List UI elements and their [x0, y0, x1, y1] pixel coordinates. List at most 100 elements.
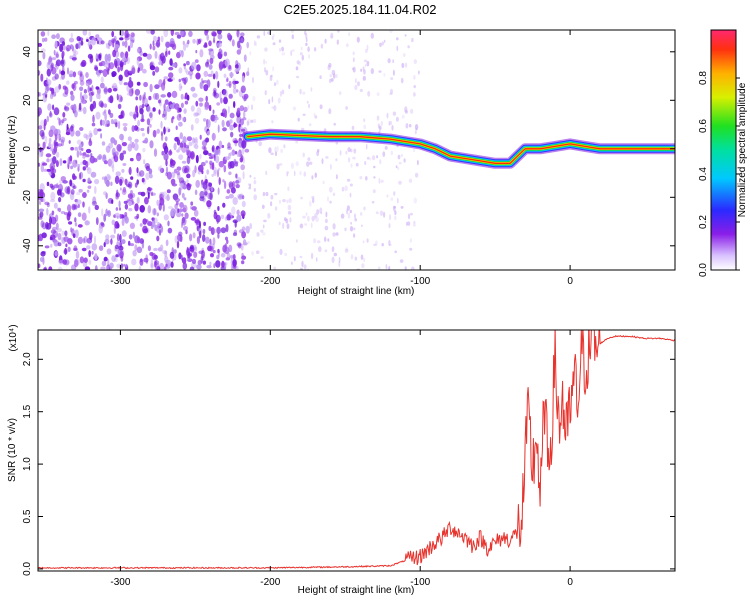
- noise-blob: [118, 200, 121, 208]
- noise-blob: [319, 75, 322, 80]
- noise-blob: [67, 246, 71, 252]
- noise-blob: [62, 160, 67, 164]
- noise-blob: [330, 32, 334, 39]
- noise-blob: [46, 202, 50, 208]
- noise-blob: [58, 196, 62, 203]
- noise-blob: [363, 124, 367, 130]
- noise-blob: [144, 197, 149, 205]
- noise-blob: [116, 144, 122, 152]
- noise-blob: [76, 199, 82, 205]
- noise-blob: [57, 189, 61, 196]
- noise-blob: [252, 76, 254, 84]
- noise-blob: [372, 189, 376, 194]
- noise-blob: [163, 152, 169, 161]
- noise-blob: [383, 39, 386, 43]
- noise-blob: [47, 61, 51, 65]
- noise-blob: [110, 181, 113, 186]
- noise-blob: [322, 180, 325, 185]
- noise-blob: [76, 139, 82, 145]
- noise-blob: [210, 187, 214, 192]
- noise-blob: [226, 214, 231, 221]
- noise-blob: [94, 253, 98, 261]
- noise-blob: [170, 178, 176, 185]
- noise-blob: [194, 117, 200, 124]
- noise-blob: [184, 165, 190, 173]
- noise-blob: [187, 39, 190, 45]
- noise-blob: [98, 54, 102, 61]
- x-tick-label: -300: [110, 577, 130, 588]
- noise-blob: [222, 202, 226, 208]
- noise-blob: [65, 44, 71, 52]
- noise-blob: [381, 41, 384, 46]
- noise-blob: [236, 151, 241, 158]
- noise-blob: [43, 123, 46, 131]
- noise-blob: [210, 114, 216, 122]
- noise-blob: [293, 256, 296, 262]
- noise-blob: [129, 157, 134, 162]
- noise-blob: [226, 189, 231, 194]
- noise-blob: [38, 208, 45, 213]
- noise-blob: [89, 87, 92, 92]
- noise-blob: [98, 225, 103, 234]
- noise-blob: [130, 176, 134, 180]
- noise-blob: [403, 53, 406, 57]
- noise-blob: [346, 205, 350, 211]
- noise-blob: [151, 191, 153, 196]
- noise-blob: [164, 50, 168, 58]
- colorbar-frame: [710, 29, 737, 271]
- noise-blob: [159, 197, 165, 206]
- noise-blob: [265, 60, 267, 64]
- noise-blob: [157, 247, 162, 252]
- noise-blob: [324, 225, 329, 231]
- noise-blob: [139, 94, 142, 101]
- noise-blob: [72, 233, 76, 238]
- noise-blob: [332, 232, 336, 237]
- noise-blob: [46, 207, 49, 216]
- noise-blob: [112, 49, 117, 58]
- noise-blob: [379, 210, 384, 216]
- noise-blob: [149, 83, 153, 93]
- noise-blob: [39, 199, 42, 206]
- noise-blob: [122, 163, 127, 166]
- spectrogram-x-ticks: -300 -200 -100 0: [110, 30, 573, 287]
- noise-blob: [335, 174, 338, 180]
- noise-blob: [182, 262, 188, 270]
- noise-blob: [186, 146, 190, 154]
- noise-blob: [193, 245, 197, 250]
- noise-blob: [291, 261, 293, 265]
- noise-blob: [220, 112, 224, 117]
- noise-blob: [222, 64, 226, 69]
- noise-blob: [373, 243, 377, 246]
- noise-blob: [72, 71, 77, 78]
- noise-blob: [53, 202, 58, 209]
- noise-blob: [97, 73, 100, 78]
- noise-blob: [299, 88, 302, 95]
- noise-blob: [390, 197, 394, 201]
- noise-blob: [61, 59, 65, 65]
- noise-blob: [55, 53, 59, 59]
- noise-blob: [204, 187, 207, 197]
- noise-blob: [111, 199, 114, 204]
- noise-blob: [104, 112, 107, 121]
- noise-blob: [161, 191, 168, 200]
- noise-blob: [103, 242, 106, 248]
- noise-blob: [194, 246, 198, 252]
- noise-blob: [107, 210, 112, 217]
- noise-blob: [409, 212, 413, 216]
- noise-blob: [170, 261, 174, 268]
- noise-blob: [112, 39, 115, 48]
- noise-blob: [257, 232, 260, 237]
- noise-blob: [87, 177, 91, 183]
- spectrogram-y-ticks: -40 -20 0 20 40: [22, 46, 675, 253]
- noise-blob: [335, 141, 339, 145]
- noise-blob: [124, 178, 128, 185]
- noise-blob: [182, 136, 187, 145]
- noise-blob: [239, 133, 243, 137]
- noise-blob: [50, 66, 57, 75]
- noise-blob: [206, 265, 212, 269]
- noise-blob: [330, 78, 334, 82]
- noise-blob: [188, 30, 193, 37]
- noise-blob: [271, 106, 275, 109]
- noise-blob: [199, 102, 203, 107]
- noise-blob: [183, 43, 187, 52]
